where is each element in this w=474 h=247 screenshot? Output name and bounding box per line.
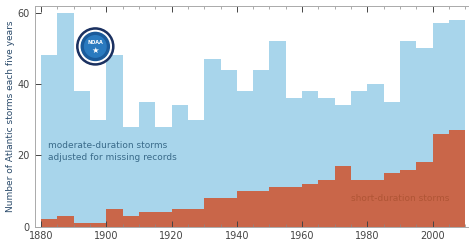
- Bar: [74, 91, 90, 226]
- Bar: [449, 130, 465, 226]
- Bar: [172, 209, 188, 226]
- Bar: [204, 198, 220, 226]
- Bar: [319, 98, 335, 226]
- Text: moderate-duration storms
adjusted for missing records: moderate-duration storms adjusted for mi…: [47, 141, 176, 162]
- Bar: [302, 91, 319, 226]
- Bar: [188, 120, 204, 226]
- Text: short-duration storms: short-duration storms: [351, 194, 449, 203]
- Bar: [433, 134, 449, 226]
- Bar: [416, 163, 433, 226]
- Bar: [400, 169, 416, 226]
- Bar: [400, 41, 416, 226]
- Bar: [106, 56, 123, 226]
- Bar: [319, 180, 335, 226]
- Bar: [123, 216, 139, 226]
- Bar: [155, 212, 172, 226]
- Bar: [335, 105, 351, 226]
- Bar: [416, 48, 433, 226]
- Bar: [383, 173, 400, 226]
- Bar: [220, 70, 237, 226]
- Bar: [367, 84, 383, 226]
- Bar: [286, 187, 302, 226]
- Bar: [237, 191, 253, 226]
- Bar: [155, 127, 172, 226]
- Y-axis label: Number of Atlantic storms each five years: Number of Atlantic storms each five year…: [6, 20, 15, 212]
- Bar: [139, 212, 155, 226]
- Bar: [286, 98, 302, 226]
- Bar: [139, 102, 155, 226]
- Bar: [383, 102, 400, 226]
- Bar: [123, 127, 139, 226]
- Bar: [106, 209, 123, 226]
- Bar: [57, 216, 74, 226]
- Bar: [90, 120, 106, 226]
- Bar: [74, 223, 90, 226]
- Bar: [220, 198, 237, 226]
- Bar: [57, 13, 74, 226]
- Bar: [172, 105, 188, 226]
- Bar: [269, 41, 286, 226]
- Bar: [433, 23, 449, 226]
- Bar: [237, 91, 253, 226]
- Bar: [449, 20, 465, 226]
- Bar: [351, 180, 367, 226]
- Bar: [188, 209, 204, 226]
- Bar: [90, 223, 106, 226]
- Bar: [41, 56, 57, 226]
- Bar: [269, 187, 286, 226]
- Bar: [253, 191, 269, 226]
- Bar: [335, 166, 351, 226]
- Bar: [41, 219, 57, 226]
- Bar: [253, 70, 269, 226]
- Bar: [367, 180, 383, 226]
- Bar: [302, 184, 319, 226]
- Bar: [204, 59, 220, 226]
- Bar: [351, 91, 367, 226]
